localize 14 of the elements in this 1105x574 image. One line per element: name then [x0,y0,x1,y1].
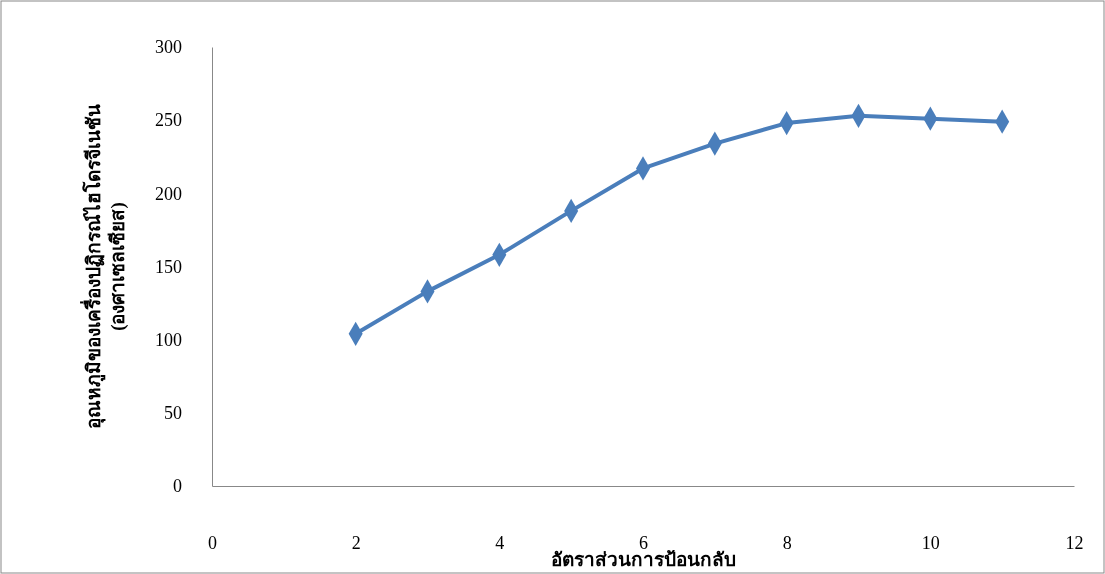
x-tick-label: 12 [1065,532,1084,553]
y-axis-title: อุณหภูมิของเครื่องปฏิกรณ์ไฮโดรจีเนชัน (องศาเซลเซียส) [80,104,129,429]
x-tick-label: 0 [208,532,217,553]
x-tick-label: 4 [495,532,505,553]
y-tick-label: 300 [155,37,182,58]
x-tick-label: 10 [921,532,940,553]
y-tick-label: 0 [173,476,182,497]
y-tick-label: 50 [164,403,182,424]
x-tick-label: 8 [782,532,792,553]
y-tick-label: 200 [155,183,182,204]
y-tick-label: 250 [155,110,182,131]
x-tick-label: 2 [351,532,361,553]
y-tick-label: 100 [155,329,182,350]
y-tick-label: 150 [155,256,182,277]
